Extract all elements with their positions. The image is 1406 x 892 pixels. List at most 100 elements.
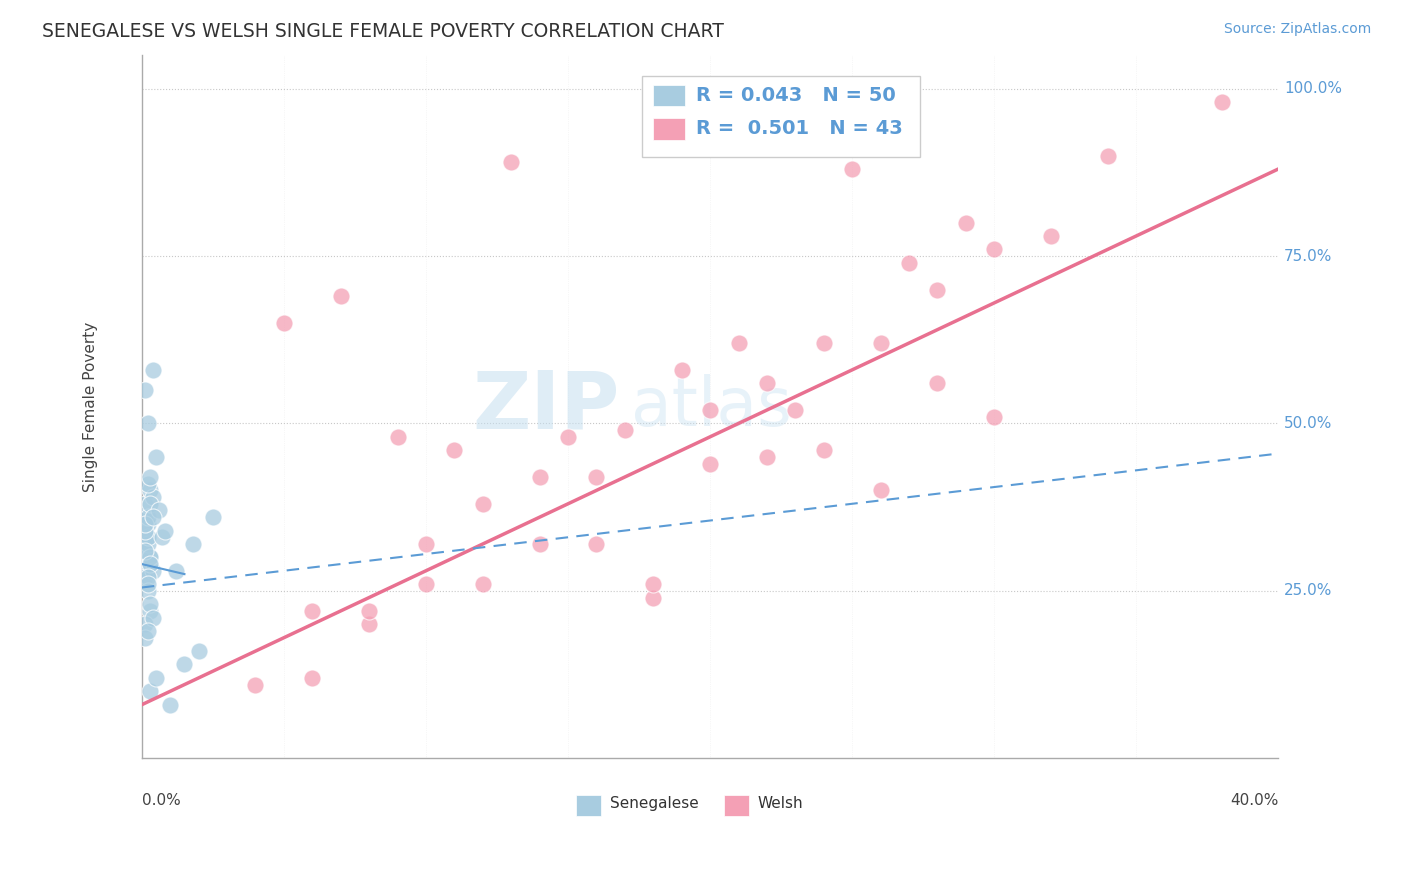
Point <box>301 671 323 685</box>
Text: 75.0%: 75.0% <box>1284 249 1333 263</box>
Point <box>785 403 807 417</box>
Point <box>142 363 165 377</box>
Point <box>134 631 156 645</box>
Point <box>134 543 156 558</box>
Point <box>136 577 159 591</box>
Point <box>869 483 891 498</box>
Point <box>139 497 162 511</box>
Point <box>139 684 162 698</box>
Bar <box>654 119 685 139</box>
Point <box>529 470 551 484</box>
Point <box>136 564 159 578</box>
Point <box>136 570 159 584</box>
Bar <box>724 795 749 816</box>
Point <box>387 430 409 444</box>
Point <box>983 409 1005 424</box>
Point <box>134 617 156 632</box>
Point <box>187 644 209 658</box>
Point <box>301 604 323 618</box>
Point <box>955 215 977 229</box>
Point <box>134 497 156 511</box>
Point <box>557 430 579 444</box>
Point <box>897 256 920 270</box>
Point <box>159 698 181 712</box>
Text: 100.0%: 100.0% <box>1284 81 1341 96</box>
Point <box>148 503 170 517</box>
Text: Single Female Poverty: Single Female Poverty <box>83 321 98 491</box>
Point <box>139 597 162 611</box>
Point <box>813 443 835 458</box>
Bar <box>576 795 600 816</box>
Point <box>134 543 156 558</box>
Point <box>869 336 891 351</box>
Point <box>139 557 162 571</box>
Point <box>643 591 665 605</box>
Point <box>699 403 721 417</box>
Point <box>471 497 494 511</box>
Point <box>671 363 693 377</box>
Point <box>643 577 665 591</box>
Point <box>529 537 551 551</box>
Point <box>727 336 749 351</box>
Point <box>983 243 1005 257</box>
Point <box>136 530 159 544</box>
Text: Welsh: Welsh <box>758 797 803 812</box>
Point <box>181 537 204 551</box>
Point <box>134 510 156 524</box>
Text: R =  0.501   N = 43: R = 0.501 N = 43 <box>696 120 903 138</box>
Point <box>134 524 156 538</box>
Point <box>136 510 159 524</box>
Text: 25.0%: 25.0% <box>1284 583 1333 599</box>
Point <box>134 383 156 397</box>
Point <box>699 457 721 471</box>
Text: ZIP: ZIP <box>472 368 619 446</box>
Point <box>142 564 165 578</box>
Point <box>134 516 156 531</box>
Point <box>415 577 437 591</box>
Point <box>145 671 167 685</box>
Point <box>139 557 162 571</box>
Text: 50.0%: 50.0% <box>1284 416 1333 431</box>
Point <box>139 550 162 565</box>
Point <box>755 450 778 464</box>
Point <box>136 530 159 544</box>
Point <box>134 570 156 584</box>
Point <box>359 617 381 632</box>
Point <box>415 537 437 551</box>
Point <box>139 483 162 498</box>
Text: SENEGALESE VS WELSH SINGLE FEMALE POVERTY CORRELATION CHART: SENEGALESE VS WELSH SINGLE FEMALE POVERT… <box>42 22 724 41</box>
Point <box>136 537 159 551</box>
Point <box>136 417 159 431</box>
Point <box>471 577 494 591</box>
Point <box>1040 229 1063 244</box>
Point <box>359 604 381 618</box>
Point <box>443 443 465 458</box>
Text: R = 0.043   N = 50: R = 0.043 N = 50 <box>696 87 896 105</box>
Point <box>755 376 778 391</box>
Point <box>813 336 835 351</box>
Point <box>245 677 267 691</box>
Bar <box>654 86 685 106</box>
Point <box>142 490 165 504</box>
Point <box>585 537 607 551</box>
Point <box>613 423 636 437</box>
Text: atlas: atlas <box>630 374 792 440</box>
Point <box>134 550 156 565</box>
Point <box>841 161 863 176</box>
Point <box>136 624 159 638</box>
Point <box>150 530 173 544</box>
Point <box>153 524 176 538</box>
Point <box>136 476 159 491</box>
Point <box>139 550 162 565</box>
Point <box>142 510 165 524</box>
Point <box>134 537 156 551</box>
Point <box>145 450 167 464</box>
Point <box>165 564 187 578</box>
Point <box>142 610 165 624</box>
FancyBboxPatch shape <box>643 76 921 157</box>
Point <box>927 283 949 297</box>
Point <box>139 470 162 484</box>
Point <box>201 510 224 524</box>
Point <box>501 155 523 169</box>
Point <box>927 376 949 391</box>
